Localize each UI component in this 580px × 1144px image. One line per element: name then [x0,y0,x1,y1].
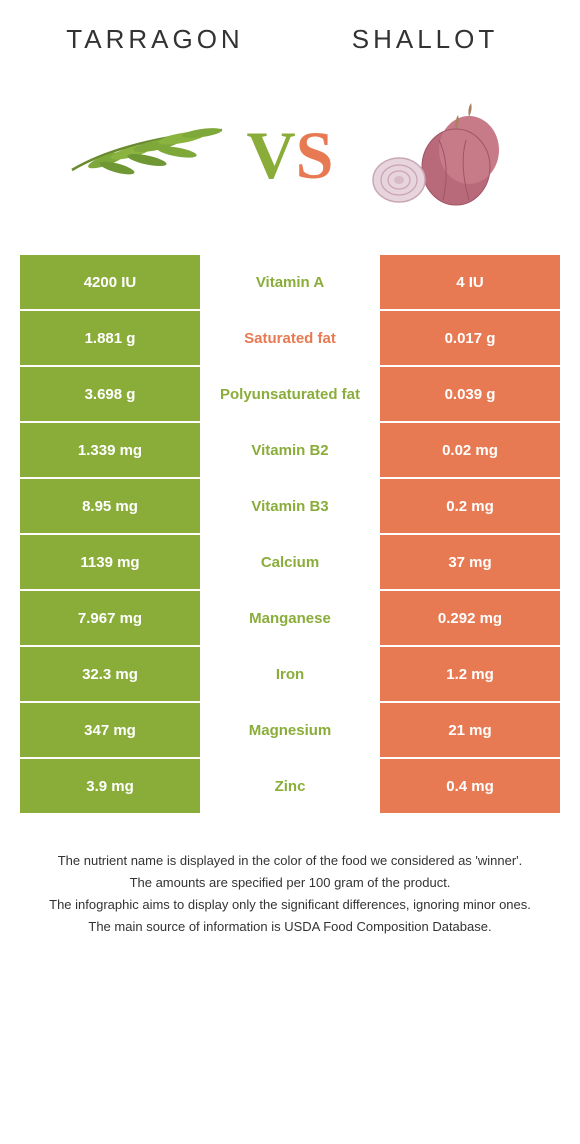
table-row: 1139 mgCalcium37 mg [20,535,560,591]
cell-nutrient-name: Calcium [200,535,380,589]
tarragon-image [62,95,237,215]
cell-left-value: 1.881 g [20,311,200,365]
table-row: 3.698 gPolyunsaturated fat0.039 g [20,367,560,423]
cell-nutrient-name: Saturated fat [200,311,380,365]
vs-letter-s: S [296,116,334,195]
cell-left-value: 32.3 mg [20,647,200,701]
footnote-4: The main source of information is USDA F… [30,917,550,937]
table-row: 32.3 mgIron1.2 mg [20,647,560,703]
cell-nutrient-name: Iron [200,647,380,701]
footnotes: The nutrient name is displayed in the co… [30,851,550,938]
cell-right-value: 0.2 mg [380,479,560,533]
cell-nutrient-name: Manganese [200,591,380,645]
footnote-3: The infographic aims to display only the… [30,895,550,915]
cell-left-value: 8.95 mg [20,479,200,533]
table-row: 1.881 gSaturated fat0.017 g [20,311,560,367]
table-row: 1.339 mgVitamin B20.02 mg [20,423,560,479]
cell-nutrient-name: Vitamin A [200,255,380,309]
hero-row: VS [0,65,580,255]
vs-badge: VS [247,116,334,195]
nutrient-table: 4200 IUVitamin A4 IU1.881 gSaturated fat… [20,255,560,815]
table-row: 8.95 mgVitamin B30.2 mg [20,479,560,535]
cell-right-value: 0.017 g [380,311,560,365]
cell-left-value: 3.698 g [20,367,200,421]
cell-nutrient-name: Polyunsaturated fat [200,367,380,421]
cell-nutrient-name: Magnesium [200,703,380,757]
shallot-icon [351,95,511,215]
table-row: 3.9 mgZinc0.4 mg [20,759,560,815]
cell-left-value: 4200 IU [20,255,200,309]
food-right-title: SHALLOT [290,24,560,55]
cell-right-value: 1.2 mg [380,647,560,701]
cell-nutrient-name: Vitamin B2 [200,423,380,477]
footnote-2: The amounts are specified per 100 gram o… [30,873,550,893]
cell-right-value: 37 mg [380,535,560,589]
cell-nutrient-name: Vitamin B3 [200,479,380,533]
cell-right-value: 0.02 mg [380,423,560,477]
cell-right-value: 4 IU [380,255,560,309]
cell-left-value: 3.9 mg [20,759,200,813]
cell-right-value: 21 mg [380,703,560,757]
cell-left-value: 347 mg [20,703,200,757]
table-row: 347 mgMagnesium21 mg [20,703,560,759]
cell-right-value: 0.039 g [380,367,560,421]
cell-left-value: 1139 mg [20,535,200,589]
vs-letter-v: V [247,116,296,195]
table-row: 7.967 mgManganese0.292 mg [20,591,560,647]
cell-left-value: 7.967 mg [20,591,200,645]
header-titles: TARRAGON SHALLOT [0,0,580,65]
footnote-1: The nutrient name is displayed in the co… [30,851,550,871]
cell-nutrient-name: Zinc [200,759,380,813]
shallot-image [343,95,518,215]
cell-right-value: 0.4 mg [380,759,560,813]
cell-left-value: 1.339 mg [20,423,200,477]
table-row: 4200 IUVitamin A4 IU [20,255,560,311]
tarragon-icon [62,110,237,200]
food-left-title: TARRAGON [20,24,290,55]
cell-right-value: 0.292 mg [380,591,560,645]
